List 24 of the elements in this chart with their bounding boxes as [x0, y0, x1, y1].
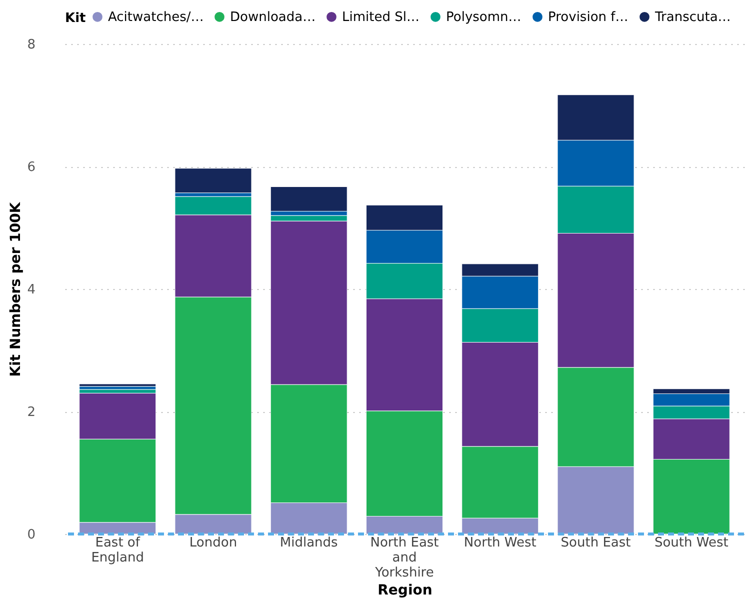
legend-label: Polysomn…: [446, 10, 522, 25]
x-tick-label: South West: [654, 536, 728, 550]
legend-label: Limited Sl…: [342, 10, 420, 25]
y-tick-label: 6: [27, 160, 36, 175]
x-axis-title: Region: [378, 582, 432, 598]
y-tick-label: 4: [27, 282, 36, 298]
x-tick-label: Midlands: [280, 536, 338, 550]
legend-title: Kit: [65, 11, 86, 26]
legend-label: Acitwatches/…: [108, 10, 204, 25]
x-tick-label: North East and Yorkshire: [370, 536, 439, 580]
bar: [174, 168, 252, 194]
x-tick-label: South East: [560, 536, 631, 550]
legend-label: Downloada…: [230, 10, 316, 25]
y-tick-label: 2: [27, 405, 36, 420]
x-tick-label: London: [189, 536, 238, 550]
y-tick-label: 0: [27, 528, 36, 542]
y-tick-label: 8: [27, 38, 36, 52]
bar: [79, 384, 156, 387]
legend-label: Provision f…: [548, 10, 628, 25]
y-axis-title: Kit Numbers per 100K: [8, 201, 24, 377]
legend-label: Transcuta…: [654, 10, 731, 25]
x-tick-label: East of England: [91, 536, 144, 566]
x-tick-label: North West: [464, 536, 536, 550]
bar: [79, 386, 156, 390]
